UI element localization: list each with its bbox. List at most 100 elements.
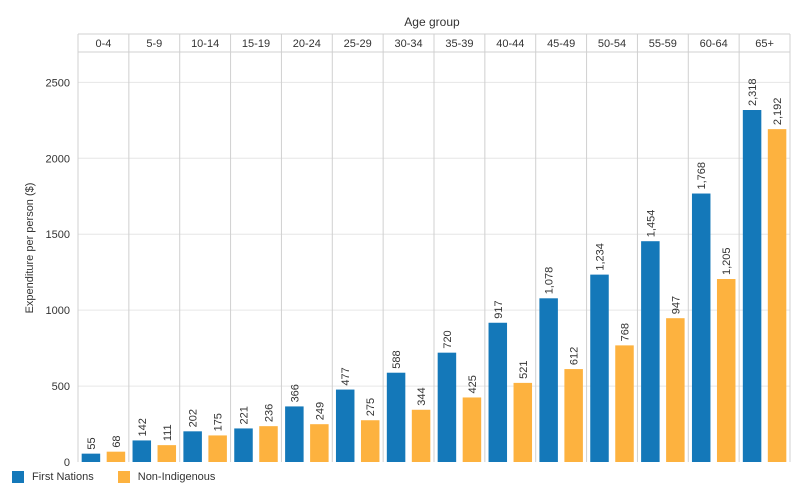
- bar-first-nations-50-54[interactable]: [590, 274, 609, 462]
- panel-45-49: 45-49 1,078 612: [539, 38, 583, 462]
- panel-10-14: 10-14 202 175: [183, 38, 227, 462]
- data-label-first-nations-65: 2,318: [747, 78, 759, 106]
- data-label-first-nations-20-24: 366: [289, 384, 301, 402]
- data-label-non-indigenous-60-64: 1,205: [721, 247, 733, 275]
- bar-non-indigenous-25-29[interactable]: [360, 420, 380, 462]
- category-label: 60-64: [700, 38, 728, 50]
- category-label: 20-24: [293, 38, 321, 50]
- bar-first-nations-10-14[interactable]: [183, 431, 202, 462]
- bar-non-indigenous-40-44[interactable]: [513, 382, 533, 462]
- data-label-first-nations-60-64: 1,768: [696, 162, 708, 190]
- category-label: 35-39: [445, 38, 473, 50]
- panel-50-54: 50-54 1,234 768: [590, 38, 634, 462]
- data-label-non-indigenous-55-59: 947: [670, 296, 682, 314]
- panel-55-59: 55-59 1,454 947: [641, 38, 685, 462]
- bar-non-indigenous-35-39[interactable]: [462, 397, 482, 462]
- bar-first-nations-35-39[interactable]: [437, 352, 457, 462]
- data-label-first-nations-45-49: 1,078: [544, 267, 556, 295]
- panel-65: 65+ 2,318 2,192: [742, 38, 787, 462]
- panel-35-39: 35-39 720 425: [437, 38, 482, 462]
- data-label-first-nations-5-9: 142: [137, 418, 149, 436]
- bar-non-indigenous-0-4[interactable]: [106, 451, 126, 462]
- data-label-first-nations-15-19: 221: [239, 406, 251, 424]
- data-label-non-indigenous-5-9: 111: [162, 424, 174, 441]
- legend: First Nations Non-Indigenous: [12, 471, 239, 483]
- bar-first-nations-45-49[interactable]: [539, 298, 558, 462]
- bar-first-nations-60-64[interactable]: [691, 193, 711, 462]
- y-tick-label: 1500: [46, 229, 70, 241]
- panel-5-9: 5-9 142 111: [132, 38, 177, 462]
- data-label-first-nations-10-14: 202: [188, 409, 200, 427]
- bar-non-indigenous-65[interactable]: [767, 129, 787, 462]
- facet-title: Age group: [404, 15, 460, 29]
- bar-first-nations-65[interactable]: [742, 110, 762, 462]
- data-label-first-nations-30-34: 588: [391, 350, 403, 368]
- bar-non-indigenous-55-59[interactable]: [666, 318, 685, 462]
- data-label-first-nations-25-29: 477: [340, 367, 352, 385]
- panel-60-64: 60-64 1,768 1,205: [691, 38, 736, 462]
- bar-non-indigenous-45-49[interactable]: [564, 369, 583, 462]
- data-label-non-indigenous-15-19: 236: [264, 404, 276, 422]
- category-label: 5-9: [146, 38, 162, 50]
- data-label-non-indigenous-45-49: 612: [569, 347, 581, 365]
- bar-non-indigenous-20-24[interactable]: [310, 424, 329, 462]
- legend-label-non-indigenous: Non-Indigenous: [137, 471, 216, 483]
- data-label-non-indigenous-0-4: 68: [111, 435, 123, 447]
- bar-first-nations-25-29[interactable]: [335, 389, 355, 462]
- y-tick-label: 2500: [46, 77, 70, 89]
- bar-first-nations-30-34[interactable]: [386, 372, 406, 462]
- data-label-non-indigenous-40-44: 521: [518, 361, 530, 379]
- bar-first-nations-55-59[interactable]: [641, 241, 660, 462]
- bar-first-nations-0-4[interactable]: [81, 453, 101, 462]
- data-label-non-indigenous-65: 2,192: [772, 98, 784, 126]
- legend-swatch-first-nations: [12, 471, 24, 483]
- data-label-first-nations-55-59: 1,454: [645, 210, 657, 238]
- y-axis-title: Expenditure per person ($): [24, 183, 36, 314]
- category-label: 15-19: [242, 38, 270, 50]
- data-label-first-nations-50-54: 1,234: [595, 243, 607, 271]
- legend-swatch-non-indigenous: [117, 471, 130, 483]
- category-label: 25-29: [344, 38, 372, 50]
- data-label-first-nations-0-4: 55: [86, 437, 98, 449]
- data-label-non-indigenous-25-29: 275: [365, 398, 377, 416]
- category-label: 40-44: [496, 38, 524, 50]
- category-label: 10-14: [191, 38, 219, 50]
- y-axis: 0 500 1000 1500 2000 2500: [46, 77, 70, 469]
- category-label: 30-34: [395, 38, 423, 50]
- bar-non-indigenous-30-34[interactable]: [411, 409, 431, 462]
- panel-0-4: 0-4 55 68: [81, 38, 126, 462]
- panel-15-19: 15-19 221 236: [234, 38, 278, 462]
- bar-first-nations-15-19[interactable]: [234, 428, 253, 462]
- legend-label-first-nations: First Nations: [32, 471, 94, 483]
- bar-non-indigenous-10-14[interactable]: [208, 435, 227, 462]
- data-label-non-indigenous-10-14: 175: [213, 413, 225, 431]
- data-label-non-indigenous-20-24: 249: [314, 402, 326, 420]
- panel-20-24: 20-24 366 249: [285, 38, 329, 462]
- bar-first-nations-5-9[interactable]: [132, 440, 152, 462]
- y-tick-label: 1000: [46, 305, 70, 317]
- category-label: 55-59: [649, 38, 677, 50]
- data-label-non-indigenous-50-54: 768: [620, 323, 632, 341]
- panel-25-29: 25-29 477 275: [335, 38, 380, 462]
- bar-first-nations-40-44[interactable]: [488, 322, 508, 462]
- bar-non-indigenous-60-64[interactable]: [716, 279, 736, 462]
- bar-non-indigenous-5-9[interactable]: [157, 445, 177, 462]
- y-tick-label: 500: [52, 381, 70, 393]
- panel-30-34: 30-34 588 344: [386, 38, 431, 462]
- data-label-first-nations-35-39: 720: [442, 330, 454, 348]
- legend-item-first-nations[interactable]: First Nations: [12, 471, 94, 483]
- data-label-first-nations-40-44: 917: [493, 300, 505, 318]
- category-label: 65+: [755, 38, 774, 50]
- category-label: 45-49: [547, 38, 575, 50]
- category-label: 0-4: [95, 38, 111, 50]
- age-group-panels: 0-4 55 68 5-9 142 111 10-14 202 175 15-19 221 236 20…: [81, 38, 787, 462]
- bar-non-indigenous-15-19[interactable]: [259, 426, 278, 462]
- gridlines: [77, 33, 791, 462]
- legend-item-non-indigenous[interactable]: Non-Indigenous: [117, 471, 216, 483]
- category-label: 50-54: [598, 38, 626, 50]
- data-label-non-indigenous-30-34: 344: [416, 387, 428, 405]
- y-tick-label: 2000: [46, 153, 70, 165]
- bar-non-indigenous-50-54[interactable]: [615, 345, 634, 462]
- bar-first-nations-20-24[interactable]: [285, 406, 304, 462]
